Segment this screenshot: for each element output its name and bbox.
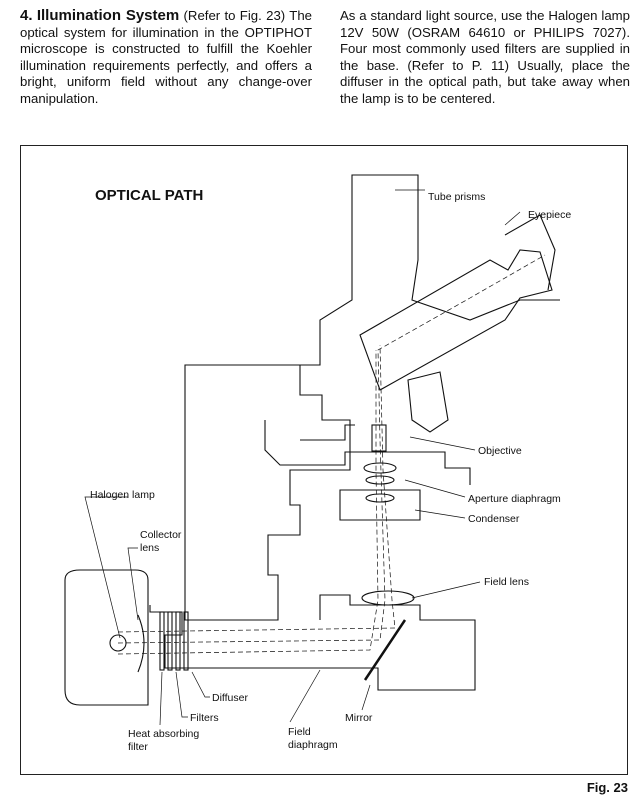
lamp-housing — [64, 569, 149, 706]
label-heat-absorbing-filter-1: Heat absorbing — [128, 728, 199, 740]
mirror — [363, 619, 407, 681]
filter-plate-2 — [175, 611, 181, 671]
label-condenser: Condenser — [468, 513, 520, 525]
label-field-diaphragm-2: diaphragm — [288, 739, 338, 751]
halogen-lamp-bulb — [109, 634, 127, 652]
collector-lens — [137, 614, 145, 673]
label-field-diaphragm-1: Field — [288, 726, 311, 738]
filter-plate-1 — [167, 611, 173, 671]
figure-frame — [20, 145, 628, 775]
light-source-paragraph: As a standard light source, use the Halo… — [340, 8, 630, 106]
diffuser-plate — [183, 611, 189, 671]
section-title: Illumination System — [36, 7, 180, 24]
figure-title: OPTICAL PATH — [95, 187, 203, 204]
label-filters: Filters — [190, 712, 219, 724]
label-collector-lens-2: lens — [140, 542, 159, 554]
field-lens — [361, 590, 415, 606]
label-diffuser: Diffuser — [212, 692, 248, 704]
base-outline — [149, 594, 476, 691]
heat-filter-plate — [159, 611, 165, 671]
focus-knob — [407, 371, 449, 433]
objective — [371, 424, 387, 452]
label-heat-absorbing-filter-2: filter — [128, 741, 148, 753]
stage — [264, 420, 471, 485]
eyepiece-tube — [359, 249, 553, 391]
label-halogen-lamp: Halogen lamp — [90, 489, 155, 501]
label-aperture-diaphragm: Aperture diaphragm — [468, 493, 561, 505]
left-text-column: 4. Illumination System (Refer to Fig. 23… — [20, 7, 312, 108]
stand-outline — [184, 364, 351, 621]
label-eyepiece: Eyepiece — [528, 209, 571, 221]
label-mirror: Mirror — [345, 712, 373, 724]
label-collector-lens-1: Collector — [140, 529, 182, 541]
label-tube-prisms: Tube prisms — [428, 191, 485, 203]
right-text-column: As a standard light source, use the Halo… — [340, 8, 630, 108]
illumination-paragraph: The optical system for illumination in t… — [20, 8, 312, 106]
section-number: 4. — [20, 7, 33, 24]
label-field-lens: Field lens — [484, 576, 529, 588]
label-objective: Objective — [478, 445, 522, 457]
section-figure-reference: (Refer to Fig. 23) — [183, 8, 286, 23]
condenser-block — [339, 489, 421, 521]
figure-caption: Fig. 23 — [586, 780, 628, 795]
